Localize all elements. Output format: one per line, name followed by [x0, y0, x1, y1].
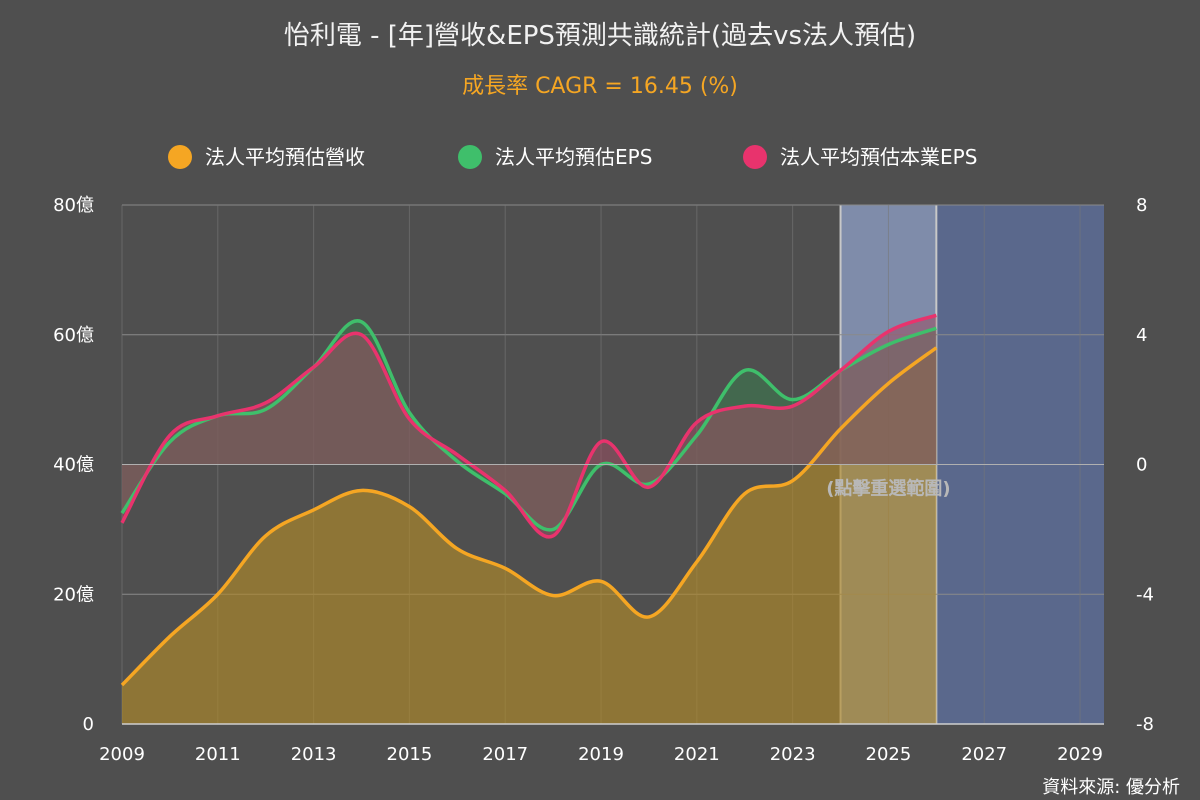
chart-title: 怡利電 - [年]營收&EPS預測共識統計(過去vs法人預估) — [284, 21, 916, 51]
legend-label-eps: 法人平均預估EPS — [495, 145, 652, 169]
x-tick-label: 2027 — [961, 744, 1007, 765]
y-left-tick-label: 40億 — [53, 455, 94, 476]
y-right-tick-label: -4 — [1136, 584, 1154, 605]
legend-item-core-eps[interactable]: 法人平均預估本業EPS — [743, 145, 977, 169]
y-left-tick-label: 60億 — [53, 325, 94, 346]
y-right-tick-label: -8 — [1136, 714, 1154, 735]
y-left-tick-label: 80億 — [53, 195, 94, 216]
legend-swatch-core-eps — [743, 145, 767, 169]
legend-item-eps[interactable]: 法人平均預估EPS — [458, 145, 652, 169]
legend-label-revenue: 法人平均預估營收 — [205, 145, 365, 169]
x-tick-label: 2009 — [99, 744, 145, 765]
legend: 法人平均預估營收 法人平均預估EPS 法人平均預估本業EPS — [168, 145, 977, 169]
core-eps-line[interactable] — [120, 313, 937, 539]
legend-swatch-eps — [458, 145, 482, 169]
y-left-tick-label: 0 — [83, 714, 94, 735]
x-tick-label: 2029 — [1057, 744, 1103, 765]
x-tick-label: 2013 — [291, 744, 337, 765]
x-tick-label: 2025 — [866, 744, 912, 765]
legend-label-core-eps: 法人平均預估本業EPS — [780, 145, 977, 169]
y-left-tick-label: 20億 — [53, 584, 94, 605]
plot-area[interactable]: 0 20億 40億 60億 80億 -8 -4 0 4 8 2009 2011 2013 2015 2017… — [53, 195, 1154, 765]
reselect-range-hint[interactable]: (點擊重選範圍) — [826, 478, 950, 500]
x-tick-label: 2021 — [674, 744, 720, 765]
source-label: 資料來源: 優分析 — [1042, 777, 1180, 798]
y-right-tick-label: 0 — [1136, 455, 1147, 476]
x-tick-label: 2019 — [578, 744, 624, 765]
revenue-area — [122, 347, 937, 724]
x-tick-label: 2011 — [195, 744, 241, 765]
x-tick-label: 2023 — [770, 744, 816, 765]
x-tick-label: 2017 — [482, 744, 528, 765]
legend-item-revenue[interactable]: 法人平均預估營收 — [168, 145, 365, 169]
x-tick-label: 2015 — [387, 744, 433, 765]
y-right-tick-label: 4 — [1136, 325, 1147, 346]
legend-swatch-revenue — [168, 145, 192, 169]
y-right-tick-label: 8 — [1136, 195, 1147, 216]
chart-subtitle: 成長率 CAGR = 16.45 (%) — [462, 74, 738, 99]
eps-area-2 — [122, 315, 937, 537]
revenue-line[interactable] — [120, 346, 938, 687]
